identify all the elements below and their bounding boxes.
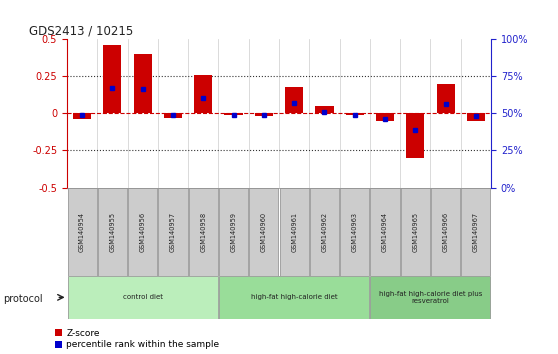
Bar	[315, 106, 334, 113]
FancyBboxPatch shape	[158, 188, 187, 276]
Text: GSM140964: GSM140964	[382, 212, 388, 252]
Bar	[285, 86, 303, 113]
Bar	[194, 75, 213, 113]
FancyBboxPatch shape	[371, 276, 490, 319]
Text: GSM140966: GSM140966	[442, 212, 449, 252]
Text: GSM140954: GSM140954	[79, 212, 85, 252]
FancyBboxPatch shape	[98, 188, 127, 276]
Bar	[224, 113, 243, 115]
FancyBboxPatch shape	[310, 188, 339, 276]
Text: control diet: control diet	[123, 295, 163, 300]
Bar	[376, 113, 394, 121]
Text: GSM140957: GSM140957	[170, 212, 176, 252]
Bar	[164, 113, 182, 118]
Text: GSM140962: GSM140962	[321, 212, 328, 252]
Bar	[103, 45, 122, 113]
FancyBboxPatch shape	[340, 188, 369, 276]
FancyBboxPatch shape	[68, 188, 97, 276]
FancyBboxPatch shape	[461, 188, 490, 276]
Text: GDS2413 / 10215: GDS2413 / 10215	[29, 25, 133, 38]
Bar	[133, 54, 152, 113]
Text: GSM140955: GSM140955	[109, 212, 116, 252]
Text: high-fat high-calorie diet: high-fat high-calorie diet	[251, 295, 338, 300]
Text: high-fat high-calorie diet plus
resveratrol: high-fat high-calorie diet plus resverat…	[379, 291, 482, 304]
Text: GSM140956: GSM140956	[140, 212, 146, 252]
Bar	[406, 113, 425, 158]
Text: GSM140963: GSM140963	[352, 212, 358, 252]
FancyBboxPatch shape	[219, 188, 248, 276]
FancyBboxPatch shape	[249, 188, 278, 276]
Text: protocol: protocol	[3, 294, 42, 304]
FancyBboxPatch shape	[371, 188, 400, 276]
Bar	[345, 113, 364, 115]
Legend: Z-score, percentile rank within the sample: Z-score, percentile rank within the samp…	[55, 329, 220, 349]
Text: GSM140961: GSM140961	[291, 212, 297, 252]
Text: GSM140967: GSM140967	[473, 212, 479, 252]
Text: GSM140959: GSM140959	[230, 212, 237, 252]
FancyBboxPatch shape	[128, 188, 157, 276]
Bar	[436, 84, 455, 113]
Bar	[73, 113, 91, 119]
FancyBboxPatch shape	[431, 188, 460, 276]
Bar	[467, 113, 485, 121]
Bar	[255, 113, 273, 116]
FancyBboxPatch shape	[401, 188, 430, 276]
Text: GSM140958: GSM140958	[200, 212, 206, 252]
FancyBboxPatch shape	[219, 276, 369, 319]
Text: GSM140960: GSM140960	[261, 212, 267, 252]
Text: GSM140965: GSM140965	[412, 212, 418, 252]
FancyBboxPatch shape	[280, 188, 309, 276]
FancyBboxPatch shape	[68, 276, 218, 319]
FancyBboxPatch shape	[189, 188, 218, 276]
